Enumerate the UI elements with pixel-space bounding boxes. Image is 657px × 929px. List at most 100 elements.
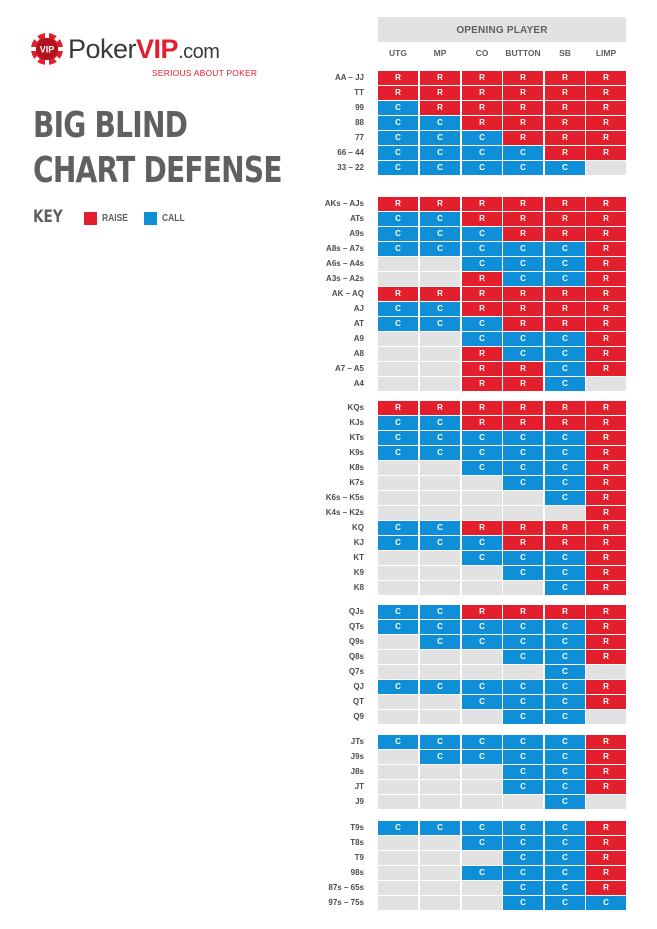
call-cell: C (462, 146, 502, 160)
empty-cell (462, 881, 502, 895)
call-cell: C (503, 896, 543, 910)
call-cell: C (503, 851, 543, 865)
empty-cell (378, 272, 418, 286)
raise-cell: R (586, 620, 626, 634)
raise-cell: R (462, 71, 502, 85)
call-cell: C (462, 635, 502, 649)
call-cell: C (420, 302, 460, 316)
raise-cell: R (586, 581, 626, 595)
empty-cell (378, 896, 418, 910)
empty-cell (462, 710, 502, 724)
call-cell: C (503, 242, 543, 256)
raise-cell: R (462, 362, 502, 376)
empty-cell (420, 566, 460, 580)
raise-cell: R (462, 521, 502, 535)
empty-cell (378, 881, 418, 895)
call-cell: C (420, 242, 460, 256)
raise-cell: R (420, 71, 460, 85)
call-cell: C (378, 131, 418, 145)
column-header-limp: LIMP (595, 48, 617, 58)
empty-cell (420, 795, 460, 809)
empty-cell (378, 851, 418, 865)
row-label: Q9 (353, 712, 364, 721)
empty-cell (378, 695, 418, 709)
empty-cell (378, 566, 418, 580)
call-cell: C (378, 227, 418, 241)
raise-cell: R (586, 212, 626, 226)
raise-label: RAISE (102, 213, 128, 224)
call-cell: C (420, 536, 460, 550)
row-label: K8s (349, 463, 364, 472)
call-cell: C (462, 680, 502, 694)
call-cell: C (545, 272, 585, 286)
raise-cell: R (586, 650, 626, 664)
call-cell: C (420, 431, 460, 445)
logo-com: .com (178, 41, 220, 63)
call-cell: C (462, 536, 502, 550)
call-cell: C (503, 650, 543, 664)
empty-cell (462, 476, 502, 490)
row-label: K4s – K2s (325, 508, 364, 517)
empty-cell (420, 491, 460, 505)
row-label: 66 – 44 (337, 148, 364, 157)
raise-cell: R (503, 302, 543, 316)
call-cell: C (503, 257, 543, 271)
raise-cell: R (586, 750, 626, 764)
empty-cell (378, 491, 418, 505)
row-label: QJ (353, 682, 364, 691)
empty-cell (420, 461, 460, 475)
empty-cell (420, 896, 460, 910)
raise-cell: R (586, 536, 626, 550)
call-cell: C (462, 750, 502, 764)
empty-cell (420, 506, 460, 520)
raise-cell: R (503, 86, 543, 100)
call-cell: C (420, 521, 460, 535)
call-cell: C (420, 161, 460, 175)
raise-cell: R (545, 401, 585, 415)
raise-cell: R (586, 86, 626, 100)
logo-tagline: SERIOUS ABOUT POKER (152, 68, 258, 78)
call-cell: C (420, 116, 460, 130)
call-cell: C (420, 416, 460, 430)
row-label: QJs (348, 607, 364, 616)
logo-poker: Poker (68, 34, 137, 64)
call-cell: C (420, 317, 460, 331)
call-cell: C (378, 605, 418, 619)
raise-cell: R (378, 401, 418, 415)
row-label: 87s – 65s (328, 883, 364, 892)
call-cell: C (545, 332, 585, 346)
empty-cell (378, 581, 418, 595)
call-cell: C (545, 476, 585, 490)
row-label: 99 (355, 103, 364, 112)
raise-cell: R (586, 431, 626, 445)
row-label: T9 (354, 853, 364, 862)
empty-cell (378, 362, 418, 376)
raise-cell: R (462, 272, 502, 286)
call-cell: C (378, 101, 418, 115)
raise-cell: R (545, 71, 585, 85)
raise-cell: R (586, 416, 626, 430)
call-cell: C (462, 821, 502, 835)
raise-cell: R (545, 287, 585, 301)
raise-cell: R (586, 287, 626, 301)
raise-cell: R (420, 86, 460, 100)
call-cell: C (503, 735, 543, 749)
call-cell: C (545, 491, 585, 505)
call-cell: C (545, 551, 585, 565)
raise-cell: R (586, 302, 626, 316)
call-cell: C (378, 680, 418, 694)
pokervip-logo[interactable]: VIP PokerVIP.com SERIOUS ABOUT POKER (30, 30, 270, 80)
call-cell: C (378, 242, 418, 256)
call-cell: C (545, 750, 585, 764)
raise-cell: R (420, 401, 460, 415)
row-label: A8 (353, 349, 364, 358)
raise-cell: R (503, 116, 543, 130)
raise-cell: R (586, 461, 626, 475)
call-cell: C (545, 362, 585, 376)
raise-cell: R (586, 695, 626, 709)
call-cell: C (378, 146, 418, 160)
raise-cell: R (586, 680, 626, 694)
call-cell: C (462, 317, 502, 331)
call-cell: C (545, 836, 585, 850)
